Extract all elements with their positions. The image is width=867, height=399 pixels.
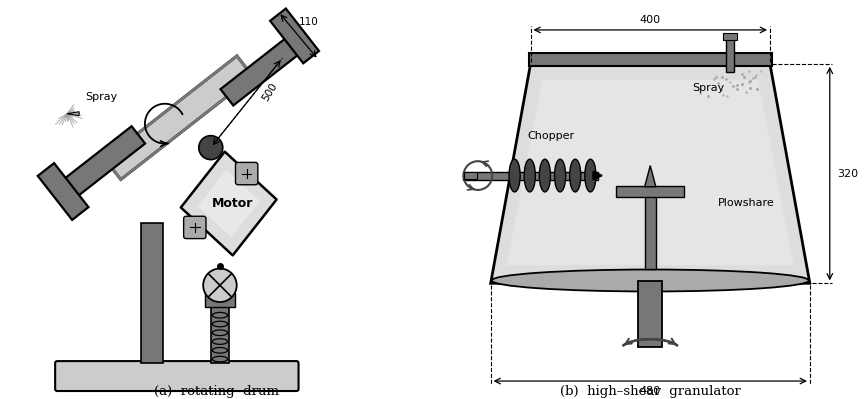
Text: Motor: Motor bbox=[212, 197, 253, 210]
Polygon shape bbox=[53, 126, 145, 205]
Bar bbox=[638, 281, 662, 347]
Bar bbox=[211, 303, 229, 363]
Polygon shape bbox=[38, 163, 88, 220]
Text: 320: 320 bbox=[837, 168, 858, 179]
Bar bbox=[205, 293, 235, 307]
Bar bbox=[645, 192, 655, 269]
Text: (b)  high–shear  granulator: (b) high–shear granulator bbox=[560, 385, 740, 398]
Circle shape bbox=[199, 136, 223, 160]
Circle shape bbox=[203, 269, 237, 302]
Bar bbox=[141, 223, 163, 363]
Polygon shape bbox=[645, 166, 655, 187]
Ellipse shape bbox=[492, 270, 809, 291]
Polygon shape bbox=[181, 152, 277, 255]
Polygon shape bbox=[220, 30, 309, 105]
Bar bbox=[726, 38, 734, 72]
Ellipse shape bbox=[585, 159, 596, 192]
Polygon shape bbox=[506, 80, 794, 265]
Bar bbox=[464, 172, 478, 179]
Bar bbox=[616, 186, 684, 197]
Text: 500: 500 bbox=[261, 81, 279, 103]
FancyBboxPatch shape bbox=[236, 162, 257, 185]
Text: 110: 110 bbox=[298, 17, 318, 27]
Polygon shape bbox=[271, 8, 319, 63]
FancyBboxPatch shape bbox=[184, 216, 206, 239]
Text: Chopper: Chopper bbox=[527, 130, 574, 141]
Bar bbox=[463, 172, 598, 180]
Ellipse shape bbox=[555, 159, 565, 192]
Polygon shape bbox=[491, 64, 810, 283]
Bar bbox=[723, 33, 737, 40]
Ellipse shape bbox=[525, 159, 535, 192]
Text: Spray: Spray bbox=[85, 92, 117, 102]
Ellipse shape bbox=[570, 159, 581, 192]
Ellipse shape bbox=[539, 159, 551, 192]
FancyBboxPatch shape bbox=[55, 361, 298, 391]
Ellipse shape bbox=[509, 159, 520, 192]
Text: (a)  rotating  drum: (a) rotating drum bbox=[154, 385, 279, 398]
Text: Spray: Spray bbox=[692, 83, 724, 93]
Text: Plowshare: Plowshare bbox=[718, 198, 774, 209]
Polygon shape bbox=[67, 112, 79, 116]
Polygon shape bbox=[198, 170, 260, 237]
Text: 480: 480 bbox=[640, 386, 661, 396]
Text: 400: 400 bbox=[640, 15, 661, 25]
Polygon shape bbox=[105, 56, 253, 180]
Bar bbox=[529, 53, 772, 66]
